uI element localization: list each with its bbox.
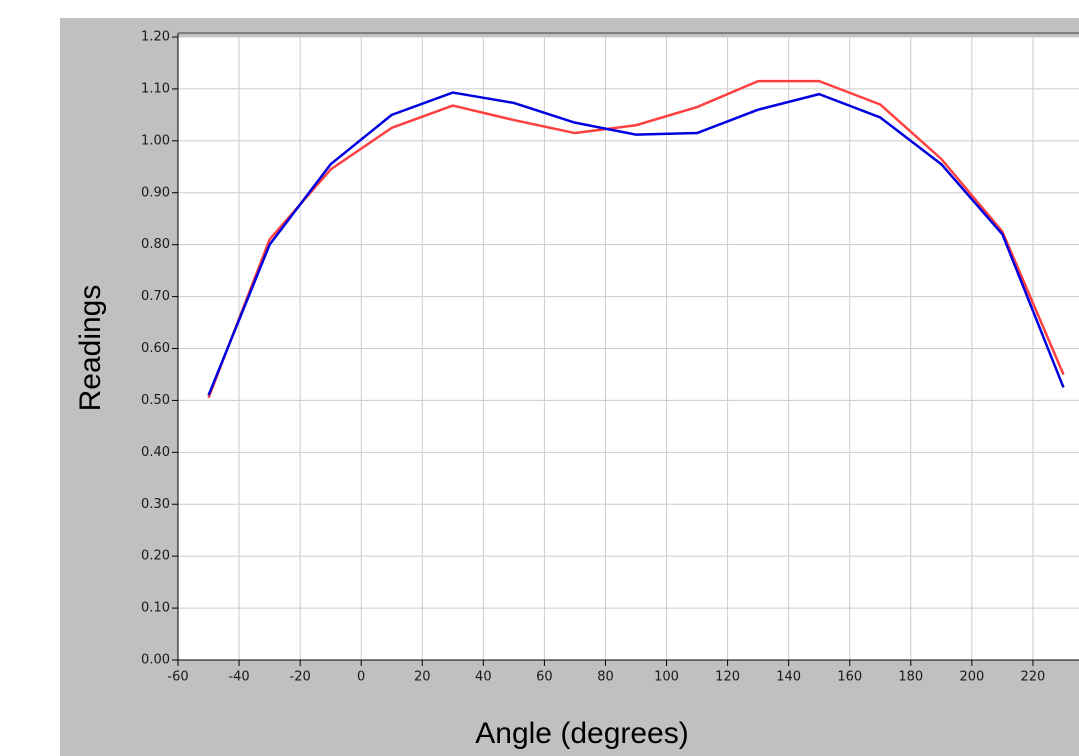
y-tick-label: 0.90 bbox=[141, 185, 170, 200]
y-tick-label: 0.20 bbox=[141, 549, 170, 564]
y-tick-label: 1.20 bbox=[141, 30, 170, 45]
x-tick-label: -20 bbox=[290, 670, 311, 685]
x-tick-label: 40 bbox=[475, 670, 492, 685]
data-line bbox=[207, 79, 1065, 399]
x-tick-label: 120 bbox=[715, 670, 740, 685]
x-axis-title: Angle (degrees) bbox=[475, 717, 688, 750]
x-tick-label: 60 bbox=[536, 670, 553, 685]
grid bbox=[177, 36, 1079, 661]
x-tick-label: 0 bbox=[357, 670, 365, 685]
y-tick-label: 1.00 bbox=[141, 133, 170, 148]
x-tick-label: -40 bbox=[228, 670, 249, 685]
y-tick-label: 0.50 bbox=[141, 393, 170, 408]
y-tick-label: 0.10 bbox=[141, 601, 170, 616]
y-tick-label: 0.70 bbox=[141, 289, 170, 304]
x-tick-label: 220 bbox=[1021, 670, 1046, 685]
y-tick-label: 0.60 bbox=[141, 341, 170, 356]
axes: 0.00 0.10 0.20 0.30 0.40 0.50 0.60 0.70 0.80 0.90… bbox=[141, 30, 1079, 685]
x-tick-label: 140 bbox=[776, 670, 801, 685]
y-tick-label: 1.10 bbox=[141, 81, 170, 96]
x-tick-label: 200 bbox=[959, 670, 984, 685]
x-tick-label: 80 bbox=[597, 670, 614, 685]
data-line bbox=[207, 91, 1065, 396]
x-tick-label: 20 bbox=[414, 670, 431, 685]
y-axis-title: Readings bbox=[74, 285, 107, 412]
y-tick-label: 0.00 bbox=[141, 653, 170, 668]
x-tick-label: 160 bbox=[837, 670, 862, 685]
x-tick-label: 180 bbox=[898, 670, 923, 685]
y-tick-label: 0.40 bbox=[141, 445, 170, 460]
x-tick-label: -60 bbox=[167, 670, 188, 685]
y-tick-label: 0.30 bbox=[141, 497, 170, 512]
lines bbox=[207, 79, 1065, 399]
y-tick-label: 0.80 bbox=[141, 237, 170, 252]
x-tick-label: 100 bbox=[654, 670, 679, 685]
